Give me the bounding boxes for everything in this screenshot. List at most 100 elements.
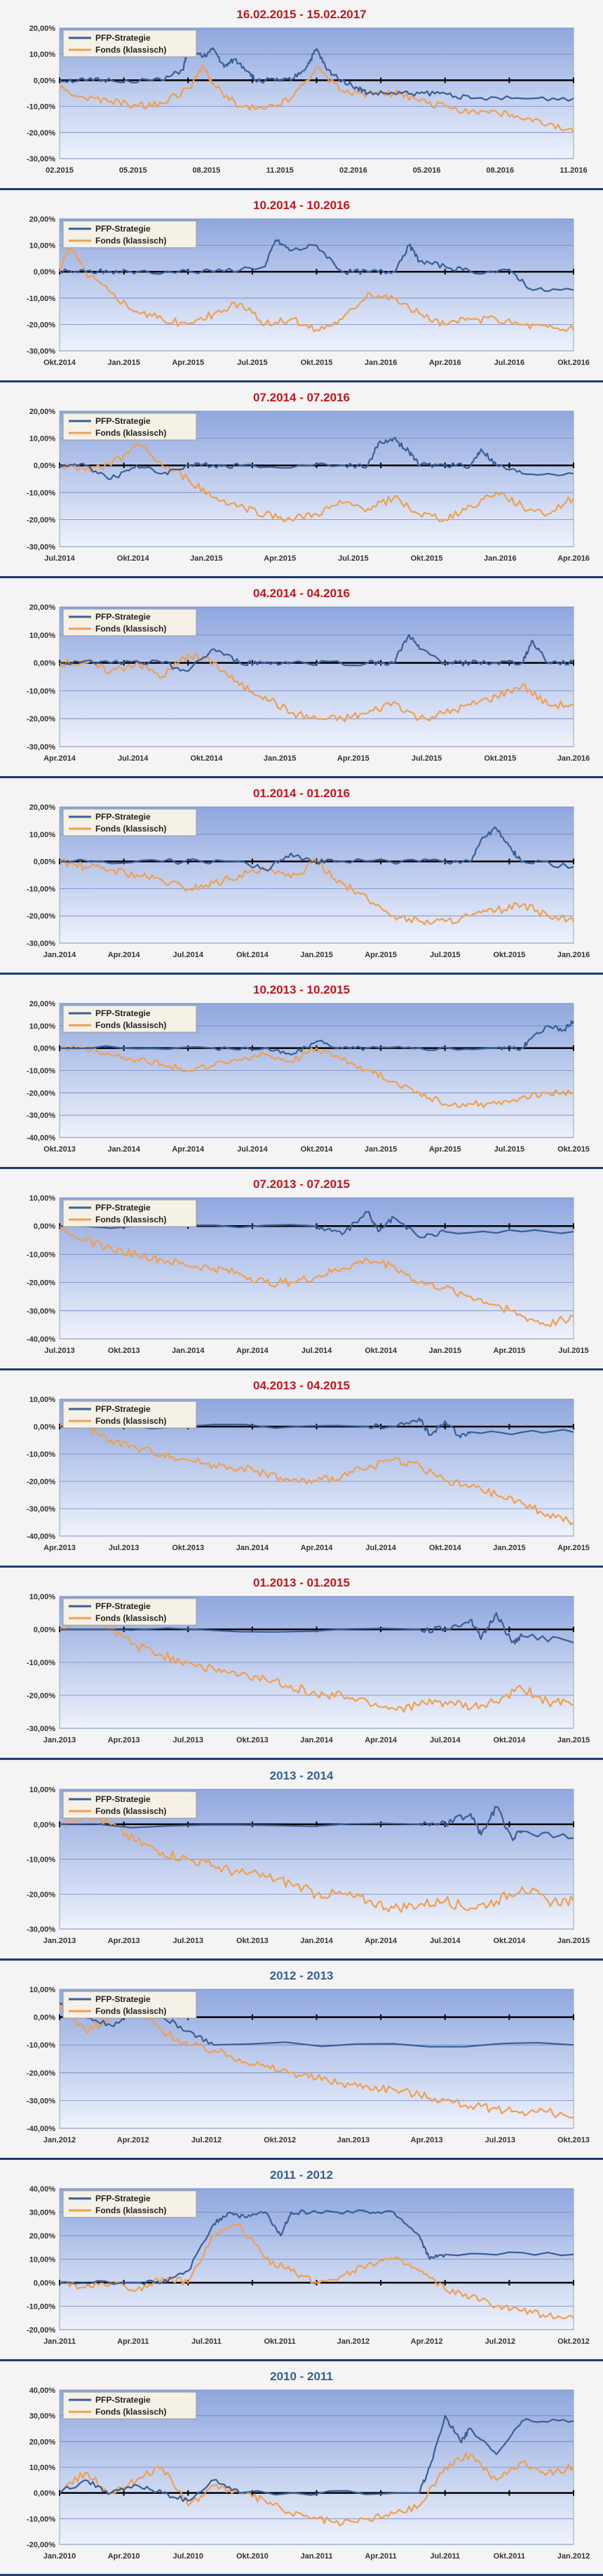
x-tick-label: Okt.2015 [557,1145,590,1154]
x-tick-label: Jan.2015 [190,554,222,563]
y-tick-label: -30,00% [27,2097,55,2105]
strategy-series-line [59,1612,574,1645]
chart-title: 01.2013 - 01.2015 [253,1576,350,1589]
y-tick-label: 20,00% [29,408,56,416]
y-tick-label: 0,00% [34,1423,55,1432]
line-chart: 2010 - 2011 40,00% 30,00% 20,00% 10,00% 0,00%… [27,2370,590,2561]
y-tick-label: -30,00% [27,1725,55,1733]
chart-panel: 2011 - 2012 40,00% 30,00% 20,00% 10,00% 0,00%… [0,2161,603,2359]
fund-series-line [59,1618,574,1713]
y-tick-label: -40,00% [27,1134,55,1142]
chart-title: 2012 - 2013 [270,1969,334,1982]
line-chart: 04.2014 - 04.2016 20,00% 10,00% 0,00% -10,00… [27,587,590,763]
fund-series-line [59,2223,574,2320]
y-tick-label: 0,00% [34,1222,55,1231]
y-tick-label: 10,00% [29,1593,56,1601]
x-tick-label: Apr.2013 [43,1544,76,1552]
chart-panel: 2010 - 2011 40,00% 30,00% 20,00% 10,00% 0,00%… [0,2362,603,2574]
x-tick-label: Jul.2014 [44,554,75,563]
chart-title: 07.2013 - 07.2015 [253,1177,350,1191]
legend-label-strategy: PFP-Strategie [95,1008,151,1018]
x-tick-label: Apr.2015 [429,1145,461,1154]
panel-separator [0,973,603,975]
y-tick-label: -30,00% [27,155,55,163]
x-tick-label: Jul.2014 [365,1544,396,1552]
legend-label-fund: Fonds (klassisch) [95,824,166,834]
x-tick-label: Jan.2010 [43,2552,76,2561]
chart-title: 2013 - 2014 [270,1769,334,1782]
line-chart: 04.2013 - 04.2015 10,00% 0,00% -10,00% -20,0… [27,1379,590,1552]
x-tick-label: 02.2015 [46,166,74,175]
chart-title: 01.2014 - 01.2016 [253,787,350,800]
y-tick-label: -10,00% [27,1450,55,1459]
x-tick-label: Okt.2014 [301,1145,334,1154]
x-tick-label: Okt.2013 [172,1544,204,1552]
x-tick-label: Okt.2014 [43,359,76,367]
x-tick-label: Apr.2015 [264,554,296,563]
y-tick-label: 10,00% [29,1396,56,1404]
y-tick-label: 10,00% [29,2256,56,2264]
x-tick-label: Apr.2016 [557,554,590,563]
fund-series-line [59,443,574,523]
legend [62,2190,197,2218]
line-chart: 01.2013 - 01.2015 10,00% 0,00% -10,00% -20,0… [27,1576,590,1744]
x-tick-label: Apr.2015 [337,754,370,763]
legend-label-fund: Fonds (klassisch) [95,2407,166,2417]
y-tick-label: 30,00% [29,2209,56,2217]
fund-series-line [59,1044,574,1109]
x-tick-label: Apr.2013 [108,1937,140,1945]
x-tick-label: Jul.2014 [118,754,149,763]
x-tick-label: Jul.2011 [430,2552,460,2561]
y-tick-label: 0,00% [34,1045,55,1053]
x-tick-label: Jul.2013 [109,1544,139,1552]
y-tick-label: 0,00% [34,2279,55,2288]
y-tick-label: 20,00% [29,803,56,812]
x-tick-label: Jan.2015 [557,1937,590,1945]
legend-label-strategy: PFP-Strategie [95,812,151,822]
y-tick-label: -30,00% [27,1505,55,1514]
y-tick-label: -20,00% [27,2326,55,2335]
x-tick-label: Okt.2015 [493,951,525,959]
chart-title: 04.2013 - 04.2015 [253,1379,350,1392]
y-tick-label: 10,00% [29,1786,56,1794]
fund-series-line [59,1813,574,1914]
legend-label-fund: Fonds (klassisch) [95,1215,166,1224]
legend-label-strategy: PFP-Strategie [95,1794,151,1804]
x-tick-label: Jan.2014 [300,1736,333,1744]
y-tick-label: 20,00% [29,603,56,612]
y-tick-label: 0,00% [34,1821,55,1829]
x-tick-label: Jul.2015 [338,554,368,563]
panel-separator [0,2359,603,2361]
x-tick-label: Apr.2015 [365,951,397,959]
chart-title: 04.2014 - 04.2016 [253,587,350,600]
x-tick-label: Okt.2011 [494,2552,525,2561]
y-tick-label: 40,00% [29,2185,56,2194]
x-tick-label: Okt.2014 [190,754,223,763]
chart-panel: 07.2013 - 07.2015 10,00% 0,00% -10,00% -20,0… [0,1170,603,1368]
legend-label-strategy: PFP-Strategie [95,1994,151,2004]
legend [62,220,197,248]
line-chart: 01.2014 - 01.2016 20,00% 10,00% 0,00% -10,00… [27,787,590,959]
legend [62,1991,197,2019]
x-tick-label: Jan.2011 [43,2337,76,2346]
panel-separator [0,1958,603,1961]
legend-label-strategy: PFP-Strategie [95,612,151,622]
legend-label-strategy: PFP-Strategie [95,2395,151,2405]
chart-panel: 04.2013 - 04.2015 10,00% 0,00% -10,00% -20,0… [0,1371,603,1566]
y-tick-label: -30,00% [27,1926,55,1934]
x-tick-label: Apr.2014 [301,1544,334,1552]
y-tick-label: 10,00% [29,242,56,251]
y-tick-label: -10,00% [27,1067,55,1076]
y-tick-label: -20,00% [27,1089,55,1097]
y-tick-label: -20,00% [27,1279,55,1288]
fund-series-line [59,1422,574,1526]
legend [62,1401,197,1429]
y-tick-label: -20,00% [27,1692,55,1700]
x-tick-label: Jul.2015 [412,754,442,763]
x-tick-label: Okt.2012 [557,2337,590,2346]
y-tick-label: 0,00% [34,268,55,276]
legend-label-fund: Fonds (klassisch) [95,1416,166,1426]
x-tick-label: Jan.2014 [107,1145,140,1154]
y-tick-label: 0,00% [34,2014,55,2022]
